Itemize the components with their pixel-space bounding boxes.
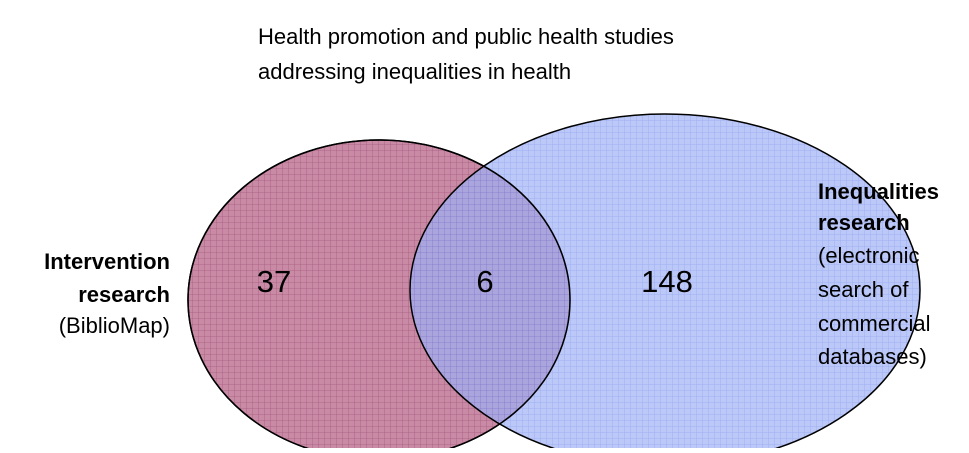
set-circle-right — [409, 113, 921, 453]
title-line: addressing inequalities in health — [258, 59, 571, 84]
title-line: Health promotion and public health studi… — [258, 24, 674, 49]
set-name: research — [818, 210, 910, 235]
set-note: search of — [818, 277, 909, 302]
set-note: commercial — [818, 311, 930, 336]
region-count: 37 — [257, 264, 291, 299]
region-count: 148 — [641, 264, 693, 299]
set-name: research — [78, 282, 170, 307]
set-outline-left — [187, 139, 571, 453]
set-note: databases) — [818, 344, 927, 369]
set-note: (BiblioMap) — [59, 313, 170, 338]
set-name: Intervention — [44, 249, 170, 274]
region-count: 6 — [476, 264, 493, 299]
set-name: Inequalities — [818, 179, 939, 204]
set-note: (electronic — [818, 243, 919, 268]
